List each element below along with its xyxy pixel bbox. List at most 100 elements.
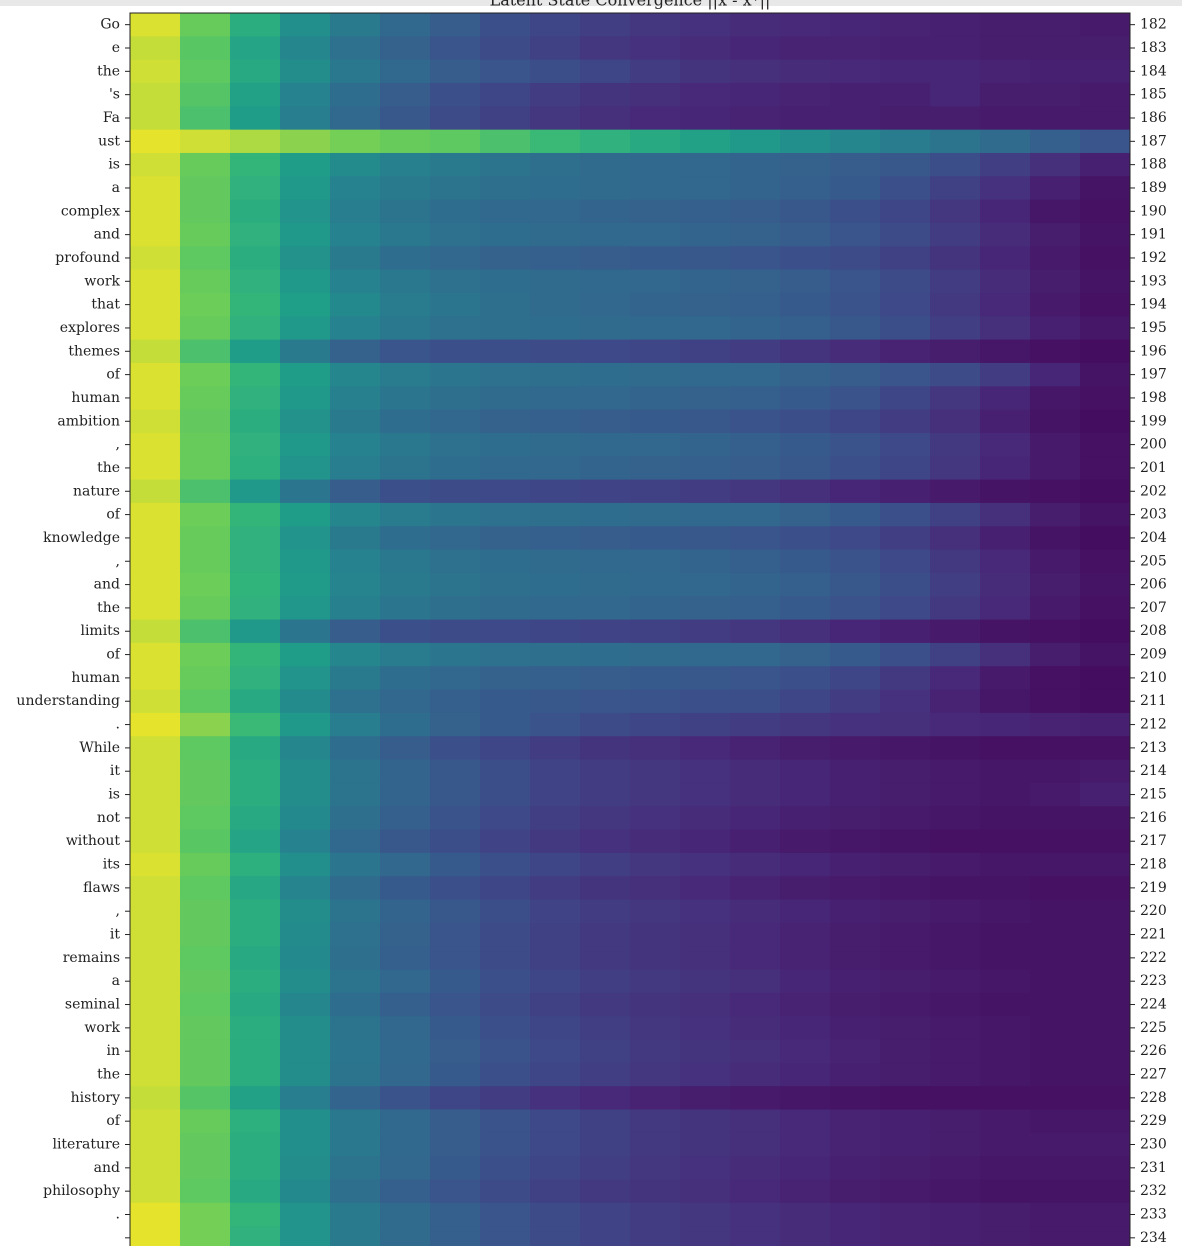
cell [930, 806, 981, 831]
y-tick-label: is [108, 787, 120, 803]
cell [330, 946, 381, 971]
cell [980, 526, 1031, 551]
cell [380, 829, 431, 854]
cell [680, 666, 731, 691]
cell [980, 852, 1031, 877]
cell [630, 386, 681, 411]
cell [930, 246, 981, 271]
y-tick-label: in [107, 1043, 121, 1059]
cell [1030, 852, 1081, 877]
cell [880, 409, 931, 434]
cell [730, 572, 781, 597]
cell [380, 222, 431, 247]
cell [380, 316, 431, 341]
cell [830, 712, 881, 737]
cell [1030, 922, 1081, 947]
cell [330, 596, 381, 621]
cell [880, 59, 931, 84]
cell [130, 899, 181, 924]
cell [630, 689, 681, 714]
cell [930, 922, 981, 947]
cell [830, 1179, 881, 1204]
cell [930, 316, 981, 341]
cell [1030, 292, 1081, 317]
cell [530, 829, 581, 854]
cell [830, 642, 881, 667]
cell [580, 619, 631, 644]
cell [930, 176, 981, 201]
cell [380, 129, 431, 154]
cell [430, 689, 481, 714]
cell [880, 1226, 931, 1246]
cell [1030, 969, 1081, 994]
cell [530, 526, 581, 551]
cell [830, 689, 881, 714]
cell [580, 36, 631, 61]
cell [780, 456, 831, 481]
cell [280, 1202, 331, 1227]
cell [780, 316, 831, 341]
cell [130, 13, 181, 37]
cell [680, 13, 731, 37]
cell [130, 59, 181, 84]
cell [880, 1109, 931, 1134]
cell [580, 106, 631, 131]
cell [480, 1156, 531, 1180]
cell [830, 852, 881, 877]
cell [980, 572, 1031, 597]
cell [580, 292, 631, 317]
cell [530, 222, 581, 247]
cell [980, 36, 1031, 61]
cell [980, 992, 1031, 1017]
cell [230, 502, 281, 527]
cell [430, 1086, 481, 1111]
plot-frame [129, 12, 1131, 1246]
cell [880, 642, 931, 667]
cell [980, 946, 1031, 971]
cell [680, 199, 731, 224]
cell [630, 969, 681, 994]
cell [630, 572, 681, 597]
cell [280, 689, 331, 714]
cell [430, 269, 481, 294]
cell [530, 689, 581, 714]
y-tick-label: is [108, 157, 120, 173]
cell [980, 1109, 1031, 1134]
cell [280, 1156, 331, 1180]
cell [880, 736, 931, 761]
cell [930, 1062, 981, 1087]
cell [830, 59, 881, 84]
cell [980, 1039, 1031, 1064]
cell [630, 246, 681, 271]
cell [330, 572, 381, 597]
cell [930, 992, 981, 1017]
cell [830, 526, 881, 551]
cell [280, 479, 331, 504]
cell [580, 642, 631, 667]
cell [780, 712, 831, 737]
cell [530, 362, 581, 387]
cell [430, 316, 481, 341]
cell [630, 1179, 681, 1204]
cell [430, 1039, 481, 1064]
cell [180, 1202, 231, 1227]
cell [830, 502, 881, 527]
y2-tick-label: 194 [1140, 297, 1167, 313]
cell [880, 432, 931, 457]
cell [1080, 969, 1131, 994]
y2-tick-label: 222 [1140, 950, 1167, 966]
cell [980, 1132, 1031, 1157]
cell [980, 199, 1031, 224]
cell [980, 782, 1031, 807]
cell [280, 876, 331, 901]
cell [280, 969, 331, 994]
cell [380, 876, 431, 901]
cell [1080, 829, 1131, 854]
cell [1080, 432, 1131, 457]
cell [180, 1132, 231, 1157]
cell [1030, 82, 1081, 107]
cell [930, 526, 981, 551]
cell [830, 876, 881, 901]
cell [1080, 129, 1131, 154]
cell [580, 572, 631, 597]
